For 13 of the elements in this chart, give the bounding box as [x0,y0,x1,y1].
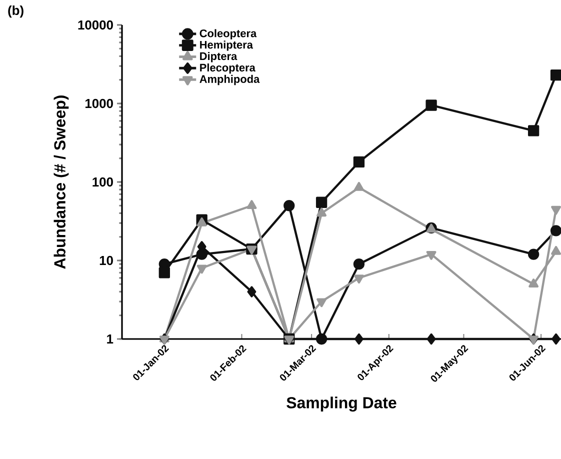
legend-label: Coleoptera [200,29,257,40]
y-tick-label: 100 [92,177,113,187]
y-tick-label: 1 [107,334,114,344]
text: (b) [8,6,24,18]
y-tick-label: 1000 [85,98,113,108]
legend-label: Hemiptera [200,40,254,51]
x-axis-title: Sampling Date [286,396,396,412]
y-tick-label: 10 [100,256,113,266]
legend-label: Plecoptera [200,63,256,74]
legend-label: Diptera [200,52,238,62]
legend-label: Amphipoda [200,74,260,86]
y-axis-title: Abundance (# / Sweep) [54,96,69,269]
y-tick-label: 10000 [78,20,113,30]
